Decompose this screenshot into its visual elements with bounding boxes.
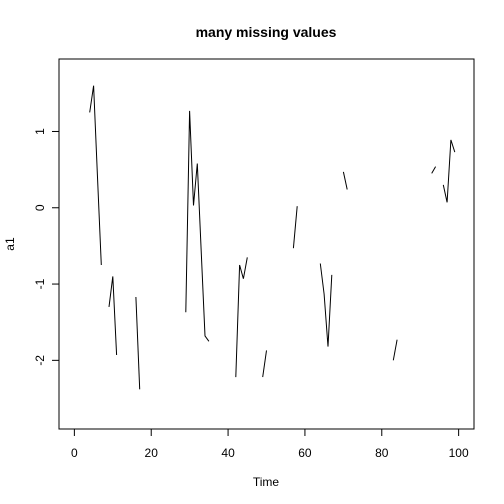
x-tick-label: 60 <box>298 446 312 460</box>
y-tick-label: 1 <box>33 128 47 135</box>
series-segment <box>292 206 298 249</box>
x-tick-label: 0 <box>71 446 78 460</box>
series-segment <box>135 296 141 390</box>
series-segment <box>442 139 456 203</box>
series-segment <box>431 166 437 174</box>
series-segment <box>235 257 248 378</box>
plot-frame <box>58 58 475 430</box>
x-axis: 0 20 40 60 80 100 <box>71 428 469 460</box>
series-segment <box>89 85 102 266</box>
x-axis-label: Time <box>253 475 280 489</box>
series-segment <box>108 276 118 356</box>
series-segment <box>342 171 348 190</box>
series-segment <box>185 110 210 342</box>
y-tick-label: -1 <box>33 278 47 289</box>
y-tick-label: 0 <box>33 204 47 211</box>
y-axis-label: a1 <box>3 237 17 251</box>
x-tick-label: 100 <box>449 446 469 460</box>
y-tick-label: -2 <box>33 355 47 366</box>
y-axis: -2 -1 0 1 <box>33 128 60 366</box>
x-tick-label: 20 <box>145 446 159 460</box>
series-segment <box>319 263 333 347</box>
series-segment <box>392 339 398 361</box>
x-tick-label: 80 <box>375 446 389 460</box>
series-a1 <box>89 85 456 390</box>
series-segment <box>262 350 267 378</box>
chart-title: many missing values <box>196 24 337 40</box>
x-tick-label: 40 <box>221 446 235 460</box>
